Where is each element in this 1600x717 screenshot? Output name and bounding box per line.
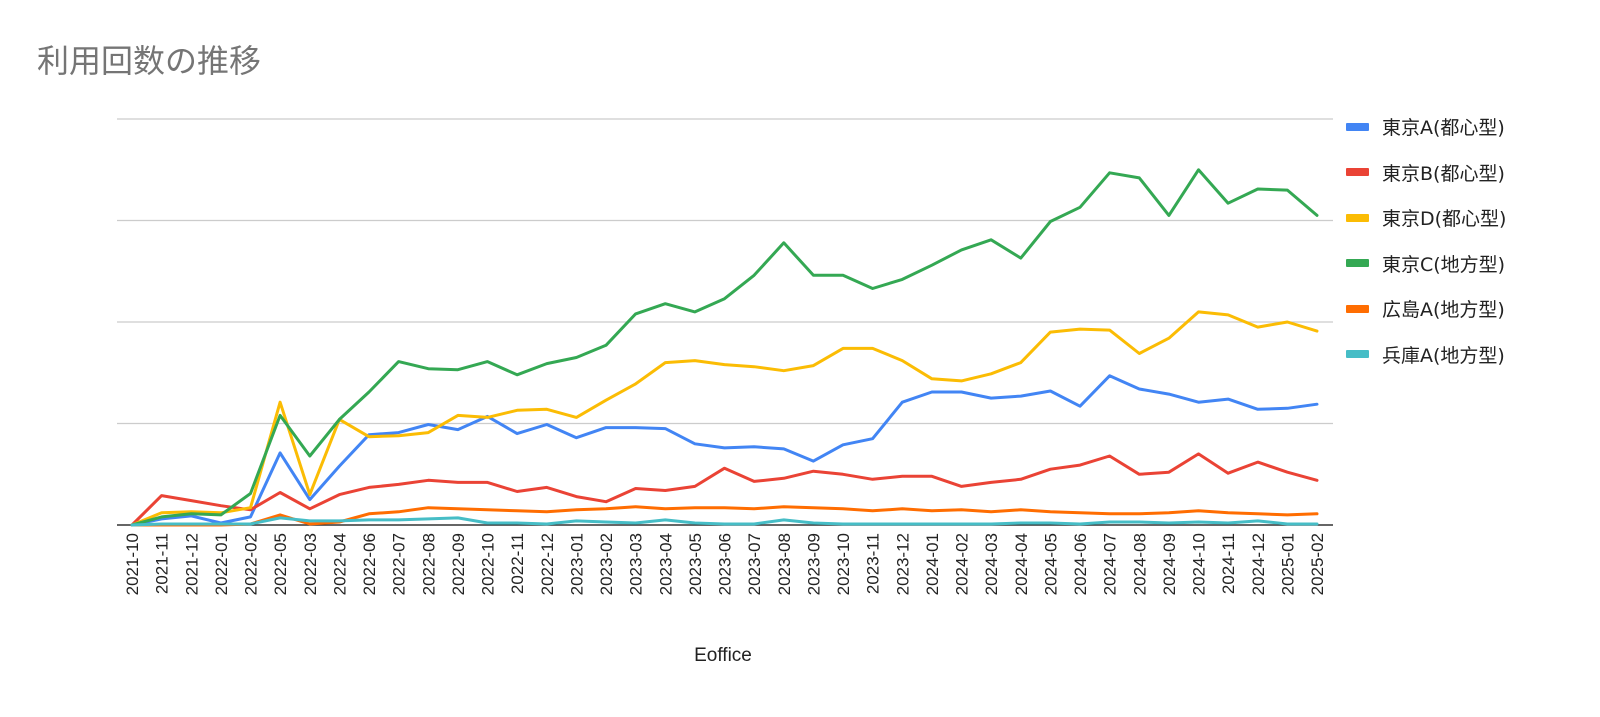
x-tick-label: 2023-10: [834, 533, 853, 595]
legend-label: 東京A(都心型): [1382, 117, 1505, 140]
legend-swatch: [1346, 350, 1369, 359]
x-tick-label: 2023-02: [597, 533, 616, 595]
x-tick-label: 2023-08: [775, 533, 794, 595]
legend-label: 兵庫A(地方型): [1382, 344, 1505, 367]
series-line-2[interactable]: [130, 452, 1319, 527]
x-tick-label: 2024-02: [953, 533, 972, 595]
x-tick-label: 2021-10: [123, 533, 142, 595]
x-tick-label: 2024-07: [1101, 533, 1120, 595]
legend-swatch: [1346, 168, 1369, 177]
legend-label: 広島A(地方型): [1382, 299, 1505, 322]
series-line-5[interactable]: [130, 505, 1319, 527]
x-tick-label: 2024-11: [1219, 533, 1238, 594]
x-tick-label: 2024-05: [1041, 533, 1060, 595]
x-tick-label: 2022-03: [301, 533, 320, 595]
x-tick-label: 2022-10: [479, 533, 498, 595]
x-tick-label: 2022-08: [419, 533, 438, 595]
x-tick-label: 2022-11: [508, 533, 527, 594]
x-tick-label: 2024-08: [1130, 533, 1149, 595]
series-line-4[interactable]: [130, 168, 1319, 527]
legend-label: 東京B(都心型): [1382, 162, 1505, 185]
x-tick-label: 2023-12: [893, 533, 912, 595]
x-tick-label: 2024-01: [923, 533, 942, 595]
x-tick-label: 2022-05: [271, 533, 290, 595]
gridlines: [117, 118, 1333, 425]
x-tick-label: 2022-07: [390, 533, 409, 595]
x-tick-label: 2022-01: [212, 533, 231, 595]
x-tick-label: 2023-05: [686, 533, 705, 595]
legend-label: 東京D(都心型): [1382, 208, 1507, 231]
x-tick-label: 2022-09: [449, 533, 468, 595]
legend-item[interactable]: 東京D(都心型): [1346, 195, 1506, 241]
x-axis-label: Eoffice: [694, 645, 752, 666]
series-lines: [130, 168, 1319, 527]
legend-item[interactable]: 東京B(都心型): [1346, 150, 1506, 196]
x-tick-label: 2023-01: [567, 533, 586, 595]
legend-label: 東京C(地方型): [1382, 253, 1506, 276]
x-tick-label: 2022-12: [538, 533, 557, 595]
legend-item[interactable]: 兵庫A(地方型): [1346, 332, 1506, 378]
x-tick-label: 2023-09: [804, 533, 823, 595]
x-tick-label: 2024-10: [1190, 533, 1209, 595]
x-tick-label: 2024-12: [1249, 533, 1268, 595]
x-tick-label: 2022-06: [360, 533, 379, 595]
x-tick-labels: 2021-10 2021-11 2021-12 2022-01 2022-02 2022-…: [123, 533, 1327, 595]
x-tick-label: 2023-03: [627, 533, 646, 595]
legend-swatch: [1346, 304, 1369, 313]
legend-item[interactable]: 東京A(都心型): [1346, 104, 1506, 150]
x-tick-label: 2025-01: [1278, 533, 1297, 595]
x-tick-label: 2022-04: [330, 533, 349, 595]
chart-title: 利用回数の推移: [37, 42, 262, 80]
legend: 東京A(都心型) 東京B(都心型) 東京D(都心型) 東京C(地方型) 広島A(地方型)…: [1346, 104, 1506, 377]
legend-swatch: [1346, 213, 1369, 222]
x-tick-label: 2023-04: [656, 533, 675, 595]
x-tick-label: 2021-11: [153, 533, 172, 594]
x-tick-label: 2024-09: [1160, 533, 1179, 595]
x-tick-label: 2021-12: [182, 533, 201, 595]
series-line-1[interactable]: [130, 374, 1319, 527]
x-tick-label: 2022-02: [242, 533, 261, 595]
x-tick-label: 2023-07: [745, 533, 764, 595]
x-tick-label: 2023-11: [864, 533, 883, 594]
legend-item[interactable]: 広島A(地方型): [1346, 286, 1506, 332]
legend-item[interactable]: 東京C(地方型): [1346, 241, 1506, 287]
legend-swatch: [1346, 122, 1369, 131]
x-tick-label: 2025-02: [1308, 533, 1327, 595]
legend-swatch: [1346, 259, 1369, 268]
x-tick-label: 2023-06: [716, 533, 735, 595]
series-line-3[interactable]: [130, 310, 1319, 527]
x-tick-label: 2024-04: [1012, 533, 1031, 595]
x-tick-label: 2024-03: [982, 533, 1001, 595]
x-tick-label: 2024-06: [1071, 533, 1090, 595]
series-line-6[interactable]: [130, 516, 1319, 527]
